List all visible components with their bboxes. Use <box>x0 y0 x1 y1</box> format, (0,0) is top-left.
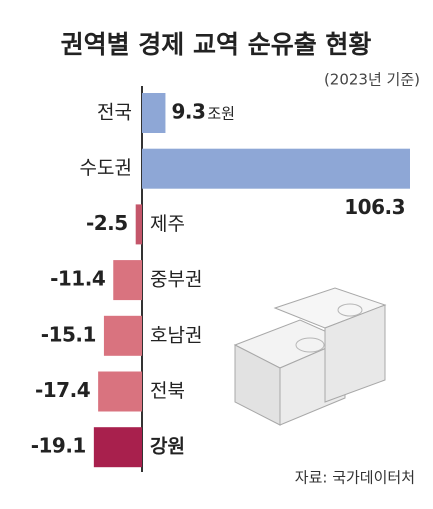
category-label: 전국 <box>97 102 132 124</box>
bar <box>135 204 142 245</box>
bar <box>113 260 142 301</box>
chart-title: 권역별 경제 교역 순유출 현황 <box>61 30 372 59</box>
unit-label: 조원 <box>207 105 235 123</box>
bar <box>142 148 410 189</box>
value-label: -15.1 <box>41 322 96 346</box>
category-label: 수도권 <box>80 157 132 179</box>
bar <box>93 427 142 468</box>
value-label: 9.3 <box>171 100 205 124</box>
category-label: 제주 <box>150 213 185 235</box>
value-label: -11.4 <box>50 267 105 291</box>
bar <box>103 315 142 356</box>
money-icon <box>233 287 387 426</box>
value-label: -2.5 <box>86 211 128 235</box>
bar <box>142 93 166 133</box>
value-label: -17.4 <box>35 378 90 402</box>
value-label: -19.1 <box>31 434 86 458</box>
category-label: 전북 <box>150 380 185 402</box>
category-label: 중부권 <box>150 269 202 291</box>
source: 자료: 국가데이터처 <box>295 469 415 487</box>
category-label: 강원 <box>150 436 185 458</box>
chart-subtitle: (2023년 기준) <box>324 71 420 89</box>
category-label: 호남권 <box>150 324 202 346</box>
bar <box>98 371 142 412</box>
value-label: 106.3 <box>344 195 405 219</box>
